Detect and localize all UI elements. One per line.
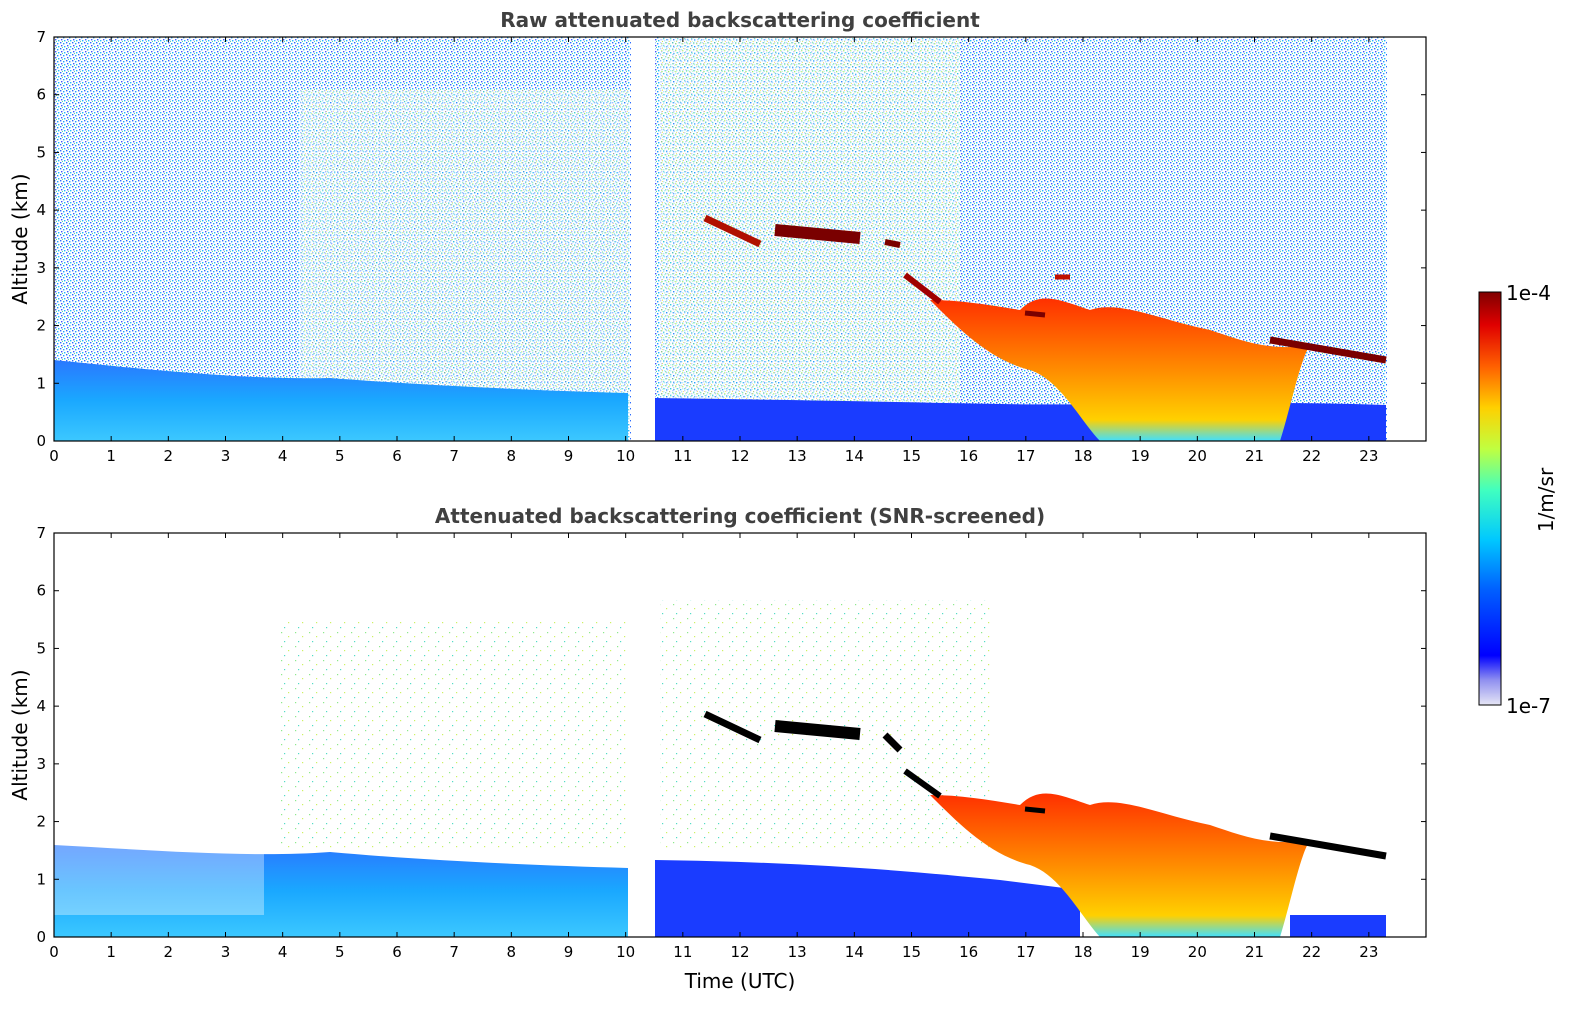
- x-tick-label: 22: [1302, 943, 1321, 961]
- x-tick-label: 21: [1245, 447, 1264, 465]
- y-tick-label: 7: [36, 28, 46, 46]
- x-tick-label: 3: [221, 447, 231, 465]
- x-tick-label: 13: [788, 943, 807, 961]
- x-tick-label: 10: [616, 447, 635, 465]
- y-tick-label: 7: [36, 524, 46, 542]
- x-tick-label: 7: [449, 943, 459, 961]
- x-tick-label: 0: [49, 943, 59, 961]
- raw-backscatter-panel: Raw attenuated backscattering coefficien…: [8, 8, 1427, 465]
- x-tick-label: 9: [564, 943, 574, 961]
- x-tick-label: 17: [1016, 447, 1035, 465]
- snr-screened-panel: Attenuated backscattering coefficient (S…: [8, 504, 1427, 993]
- colorbar-unit-label: 1/m/sr: [1534, 467, 1558, 532]
- x-tick-label: 17: [1016, 943, 1035, 961]
- panel-1-y-axis-label: Altitude (km): [8, 173, 32, 304]
- y-tick-label: 5: [36, 639, 46, 657]
- y-tick-label: 3: [36, 259, 46, 277]
- x-tick-label: 1: [106, 943, 116, 961]
- y-tick-label: 6: [36, 86, 46, 104]
- x-tick-label: 14: [845, 943, 864, 961]
- x-tick-label: 11: [673, 943, 692, 961]
- x-tick-label: 4: [278, 447, 288, 465]
- colorbar-gradient: [1478, 291, 1502, 706]
- x-tick-label: 2: [164, 943, 174, 961]
- x-tick-label: 19: [1131, 943, 1150, 961]
- x-tick-label: 6: [392, 943, 402, 961]
- y-tick-label: 0: [36, 928, 46, 946]
- y-tick-label: 0: [36, 432, 46, 450]
- colorbar-max-label: 1e-4: [1506, 281, 1551, 305]
- x-tick-label: 23: [1359, 447, 1378, 465]
- x-tick-label: 6: [392, 447, 402, 465]
- x-tick-label: 12: [730, 447, 749, 465]
- colorbar-min-label: 1e-7: [1506, 694, 1551, 718]
- x-tick-label: 23: [1359, 943, 1378, 961]
- x-tick-label: 13: [788, 447, 807, 465]
- x-tick-label: 15: [902, 943, 921, 961]
- x-tick-label: 20: [1188, 943, 1207, 961]
- x-tick-label: 8: [507, 447, 517, 465]
- x-tick-label: 20: [1188, 447, 1207, 465]
- x-tick-label: 11: [673, 447, 692, 465]
- x-tick-label: 5: [335, 943, 345, 961]
- x-tick-label: 7: [449, 447, 459, 465]
- panel-2-x-ticks: 0 1 2 3 4 5 6 7 8 9 10 11 12 13 14 15 16 17 18 19 20 21 22 23: [49, 533, 1378, 961]
- y-tick-label: 4: [36, 697, 46, 715]
- x-tick-label: 16: [959, 447, 978, 465]
- panel-2-title: Attenuated backscattering coefficient (S…: [435, 504, 1045, 528]
- x-tick-label: 9: [564, 447, 574, 465]
- panel-2-y-ticks: 0 1 2 3 4 5 6 7: [36, 524, 1426, 946]
- x-tick-label: 19: [1131, 447, 1150, 465]
- x-tick-label: 8: [507, 943, 517, 961]
- x-tick-label: 21: [1245, 943, 1264, 961]
- panel-1-y-ticks: 0 1 2 3 4 5 6 7: [36, 28, 1426, 450]
- x-tick-label: 10: [616, 943, 635, 961]
- x-tick-label: 12: [730, 943, 749, 961]
- y-tick-label: 6: [36, 582, 46, 600]
- x-tick-label: 16: [959, 943, 978, 961]
- raw-backscatter-heatmap: [54, 37, 1426, 441]
- y-tick-label: 2: [36, 317, 46, 335]
- y-tick-label: 1: [36, 870, 46, 888]
- x-tick-label: 5: [335, 447, 345, 465]
- x-axis-label: Time (UTC): [684, 969, 796, 993]
- x-tick-label: 3: [221, 943, 231, 961]
- x-tick-label: 2: [164, 447, 174, 465]
- x-tick-label: 4: [278, 943, 288, 961]
- x-tick-label: 22: [1302, 447, 1321, 465]
- panel-1-title: Raw attenuated backscattering coefficien…: [500, 8, 980, 32]
- y-tick-label: 1: [36, 374, 46, 392]
- x-tick-label: 0: [49, 447, 59, 465]
- y-tick-label: 5: [36, 143, 46, 161]
- y-tick-label: 3: [36, 755, 46, 773]
- x-tick-label: 15: [902, 447, 921, 465]
- x-tick-label: 18: [1073, 943, 1092, 961]
- x-tick-label: 1: [106, 447, 116, 465]
- colorbar: 1e-4 1e-7 1/m/sr: [1478, 281, 1558, 718]
- snr-screened-heatmap: [54, 533, 1426, 937]
- x-tick-label: 18: [1073, 447, 1092, 465]
- panel-1-x-ticks: 0 1 2 3 4 5 6 7 8 9 10 11 12 13 14 15 16 17 18 19 20 21 22 23: [49, 37, 1378, 465]
- y-tick-label: 4: [36, 201, 46, 219]
- x-tick-label: 14: [845, 447, 864, 465]
- y-tick-label: 2: [36, 813, 46, 831]
- panel-2-y-axis-label: Altitude (km): [8, 669, 32, 800]
